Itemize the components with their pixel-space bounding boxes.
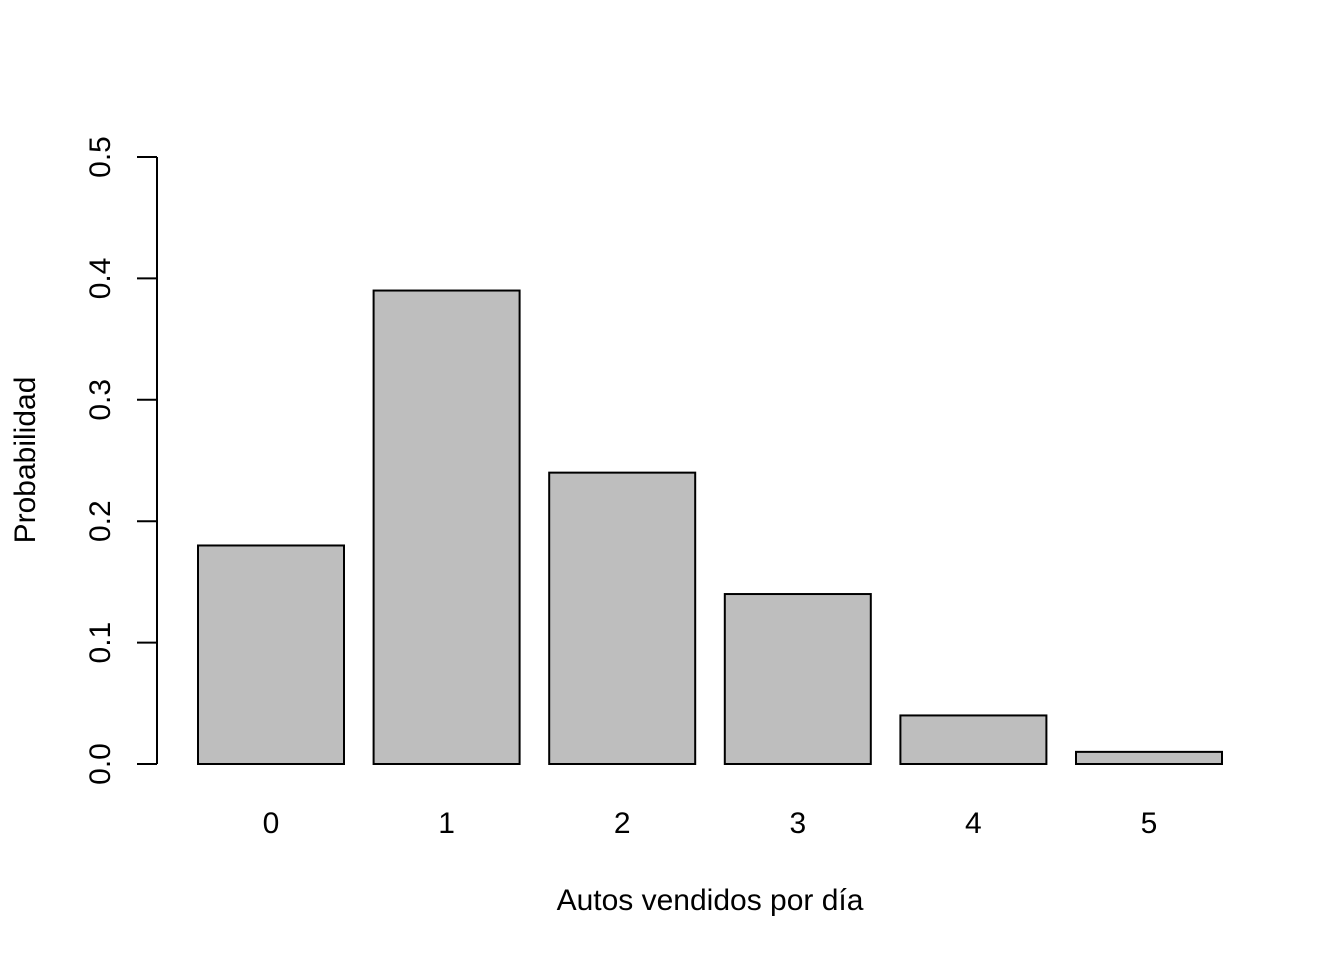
y-tick-label: 0.5	[84, 136, 117, 178]
y-tick-label: 0.4	[84, 258, 117, 300]
bar-3	[723, 593, 872, 765]
y-tick-label: 0.2	[84, 500, 117, 542]
bar-0	[197, 544, 345, 765]
x-axis-labels: 0 1 2 3 4 5	[263, 807, 1158, 840]
y-tick-label: 0.1	[84, 622, 117, 664]
bars-group	[197, 289, 1223, 766]
y-tick-label: 0.0	[84, 743, 117, 785]
x-category-label: 2	[614, 807, 631, 840]
x-axis-title: Autos vendidos por día	[557, 884, 864, 917]
y-axis: 0.0 0.1 0.2 0.3 0.4 0.5	[84, 136, 158, 785]
bar-4	[899, 714, 1048, 766]
bar-1	[372, 289, 521, 765]
x-category-label: 5	[1141, 807, 1158, 840]
bar-5	[1075, 750, 1223, 765]
x-category-label: 0	[263, 807, 280, 840]
bar-2	[548, 471, 697, 765]
x-category-label: 1	[438, 807, 455, 840]
y-axis-title: Probabilidad	[9, 377, 42, 544]
y-tick-label: 0.3	[84, 379, 117, 421]
x-category-label: 3	[789, 807, 806, 840]
x-category-label: 4	[965, 807, 982, 840]
